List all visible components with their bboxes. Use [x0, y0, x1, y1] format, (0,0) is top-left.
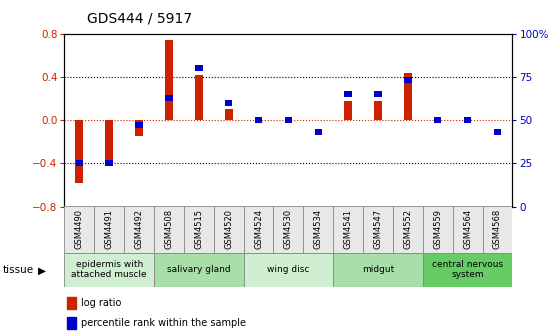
- Text: GSM4552: GSM4552: [403, 209, 412, 249]
- FancyBboxPatch shape: [393, 206, 423, 253]
- Text: central nervous
system: central nervous system: [432, 260, 503, 279]
- Text: GSM4541: GSM4541: [344, 209, 353, 249]
- Bar: [374, 91, 382, 97]
- Bar: [67, 317, 77, 329]
- FancyBboxPatch shape: [333, 253, 423, 287]
- Text: GSM4534: GSM4534: [314, 209, 323, 249]
- Bar: [344, 91, 352, 97]
- Text: GSM4492: GSM4492: [134, 209, 143, 249]
- Bar: [344, 101, 352, 120]
- Bar: [195, 65, 203, 71]
- Bar: [105, 160, 113, 166]
- Bar: [195, 75, 203, 120]
- Text: tissue: tissue: [3, 265, 34, 276]
- FancyBboxPatch shape: [154, 253, 244, 287]
- Bar: [494, 129, 501, 135]
- Text: GSM4515: GSM4515: [194, 209, 203, 249]
- Text: GSM4524: GSM4524: [254, 209, 263, 249]
- FancyBboxPatch shape: [423, 206, 452, 253]
- Bar: [225, 100, 232, 106]
- Text: GSM4490: GSM4490: [75, 209, 84, 249]
- Bar: [165, 95, 172, 100]
- FancyBboxPatch shape: [363, 206, 393, 253]
- Text: GSM4559: GSM4559: [433, 209, 442, 249]
- Text: ▶: ▶: [38, 265, 46, 276]
- Text: percentile rank within the sample: percentile rank within the sample: [81, 319, 245, 328]
- Bar: [404, 77, 412, 83]
- FancyBboxPatch shape: [423, 253, 512, 287]
- Text: salivary gland: salivary gland: [167, 265, 231, 274]
- FancyBboxPatch shape: [94, 206, 124, 253]
- Text: GSM4564: GSM4564: [463, 209, 472, 249]
- Text: GSM4520: GSM4520: [224, 209, 233, 249]
- Bar: [404, 73, 412, 120]
- Text: GSM4530: GSM4530: [284, 209, 293, 249]
- FancyBboxPatch shape: [304, 206, 333, 253]
- FancyBboxPatch shape: [452, 206, 483, 253]
- Text: midgut: midgut: [362, 265, 394, 274]
- Text: GSM4508: GSM4508: [165, 209, 174, 249]
- Bar: [284, 117, 292, 123]
- FancyBboxPatch shape: [483, 206, 512, 253]
- FancyBboxPatch shape: [64, 206, 94, 253]
- Bar: [136, 122, 143, 128]
- FancyBboxPatch shape: [244, 206, 273, 253]
- Text: wing disc: wing disc: [267, 265, 310, 274]
- FancyBboxPatch shape: [64, 253, 154, 287]
- FancyBboxPatch shape: [184, 206, 214, 253]
- FancyBboxPatch shape: [244, 253, 333, 287]
- Text: GSM4547: GSM4547: [374, 209, 382, 249]
- Bar: [464, 117, 472, 123]
- Bar: [225, 109, 233, 120]
- FancyBboxPatch shape: [273, 206, 304, 253]
- FancyBboxPatch shape: [214, 206, 244, 253]
- Bar: [67, 297, 77, 309]
- Bar: [76, 160, 83, 166]
- Text: epidermis with
attached muscle: epidermis with attached muscle: [71, 260, 147, 279]
- Bar: [105, 120, 113, 163]
- Text: GDS444 / 5917: GDS444 / 5917: [87, 12, 192, 26]
- Text: GSM4568: GSM4568: [493, 209, 502, 249]
- Bar: [255, 117, 262, 123]
- Bar: [165, 40, 173, 120]
- Bar: [315, 129, 322, 135]
- Text: log ratio: log ratio: [81, 298, 121, 308]
- Text: GSM4491: GSM4491: [105, 209, 114, 249]
- Bar: [135, 120, 143, 136]
- FancyBboxPatch shape: [333, 206, 363, 253]
- Bar: [374, 101, 382, 120]
- FancyBboxPatch shape: [124, 206, 154, 253]
- Bar: [434, 117, 441, 123]
- Bar: [75, 120, 83, 183]
- FancyBboxPatch shape: [154, 206, 184, 253]
